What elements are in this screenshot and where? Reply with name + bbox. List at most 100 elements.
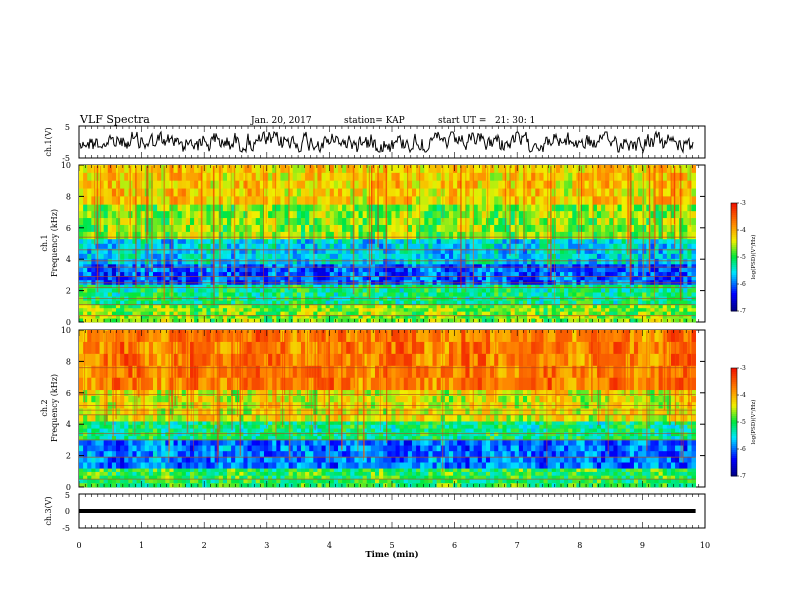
spectrogram-cell (687, 304, 692, 309)
spectrogram-cell (395, 308, 401, 313)
spectrogram-cell (309, 211, 314, 219)
spectrogram-cell (379, 300, 384, 306)
spectrogram-cell (247, 224, 253, 233)
spectrogram-cell (140, 172, 146, 182)
spectrogram-cell (333, 284, 339, 289)
spectrogram-cell (539, 204, 544, 212)
spectrogram-cell (198, 224, 203, 233)
ch1-colorbar-cell (731, 289, 737, 292)
spectrogram-cell (531, 211, 536, 219)
ch1-spectrogram-ytick-label: 2 (66, 287, 71, 296)
spectrogram-cell (559, 188, 565, 197)
spectrogram-cell (547, 300, 553, 306)
spectrogram-cell (584, 304, 590, 309)
spectrogram-cell (296, 304, 302, 309)
spectrogram-cell (584, 204, 590, 212)
spectrogram-cell (272, 267, 277, 273)
spectrogram-cell (235, 263, 240, 269)
spectrogram-cell (391, 224, 396, 233)
spectrogram-cell (99, 224, 105, 233)
spectrogram-cell (329, 238, 335, 245)
spectrogram-cell (629, 204, 635, 212)
spectrogram-cell (522, 165, 528, 174)
spectrogram-cell (424, 180, 429, 189)
spectrogram-cell (185, 284, 191, 289)
spectrogram-cell (165, 311, 170, 316)
spectrogram-cell (531, 243, 536, 250)
spectrogram-cell (268, 172, 273, 182)
spectrogram-cell (305, 172, 310, 182)
spectrogram-cell (477, 204, 483, 212)
spectrogram-cell (658, 253, 664, 260)
spectrogram-cell (654, 468, 660, 473)
spectrogram-cell (91, 468, 96, 473)
ch1-colorbar-cell (731, 281, 737, 284)
spectrogram-cell (276, 292, 281, 297)
spectrogram-cell (453, 218, 458, 226)
spectrogram-cell (79, 308, 84, 313)
spectrogram-cell (596, 284, 602, 289)
spectrogram-cell (206, 204, 211, 212)
spectrogram-cell (461, 204, 466, 212)
spectrogram-cell (116, 296, 121, 302)
spectrogram-cell (411, 296, 417, 302)
spectrogram-streak (442, 166, 444, 222)
spectrogram-cell (362, 224, 368, 233)
spectrogram-cell (300, 253, 306, 260)
spectrogram-cell (231, 300, 236, 306)
spectrogram-cell (107, 248, 113, 255)
spectrogram-cell (222, 238, 228, 245)
spectrogram-cell (403, 263, 409, 269)
spectrogram-cell (173, 315, 179, 319)
spectrogram-cell (354, 231, 359, 240)
spectrogram-cell (473, 196, 479, 205)
spectrogram-cell (305, 276, 310, 281)
spectrogram-cell (177, 315, 183, 319)
spectrogram-cell (572, 196, 577, 205)
spectrogram-cell (638, 311, 643, 316)
spectrogram-cell (547, 276, 553, 281)
ch1-colorbar-cell (731, 303, 737, 306)
spectrogram-cell (107, 284, 113, 289)
spectrogram-cell (407, 263, 413, 269)
spectrogram-cell (514, 263, 520, 269)
spectrogram-cell (87, 471, 92, 477)
spectrogram-cell (621, 180, 627, 189)
spectrogram-cell (120, 180, 125, 189)
spectrogram-cell (239, 468, 244, 473)
spectrogram-cell (650, 224, 655, 233)
spectrogram-cell (613, 315, 618, 319)
spectrogram-cell (551, 267, 557, 273)
spectrogram-cell (148, 304, 154, 309)
spectrogram-cell (288, 253, 294, 260)
spectrogram-cell (239, 300, 244, 306)
spectrogram-cell (457, 196, 462, 205)
spectrogram-cell (350, 204, 355, 212)
spectrogram-cell (436, 243, 442, 250)
spectrogram-cell (152, 315, 158, 319)
spectrogram-cell (309, 267, 314, 273)
spectrogram-cell (564, 288, 569, 293)
spectrogram-cell (473, 224, 479, 233)
spectrogram-cell (358, 272, 364, 277)
spectrogram-cell (576, 300, 581, 306)
spectrogram-cell (111, 284, 117, 289)
spectrogram-cell (247, 300, 253, 306)
spectrogram-cell (202, 238, 207, 245)
spectrogram-cell (284, 243, 290, 250)
spectrogram-cell (132, 204, 137, 212)
spectrogram-cell (473, 267, 479, 273)
spectrogram-cell (177, 276, 183, 281)
spectrogram-cell (559, 248, 565, 255)
spectrogram-cell (342, 218, 347, 226)
spectrogram-cell (329, 224, 335, 233)
spectrogram-cell (522, 188, 528, 197)
spectrogram-cell (568, 468, 573, 473)
spectrogram-cell (79, 253, 84, 260)
spectrogram-cell (670, 218, 676, 226)
spectrogram-cell (514, 276, 520, 281)
spectrogram-cell (646, 315, 651, 319)
spectrogram-cell (494, 267, 499, 273)
spectrogram-cell (165, 284, 170, 289)
spectrogram-cell (152, 292, 158, 297)
